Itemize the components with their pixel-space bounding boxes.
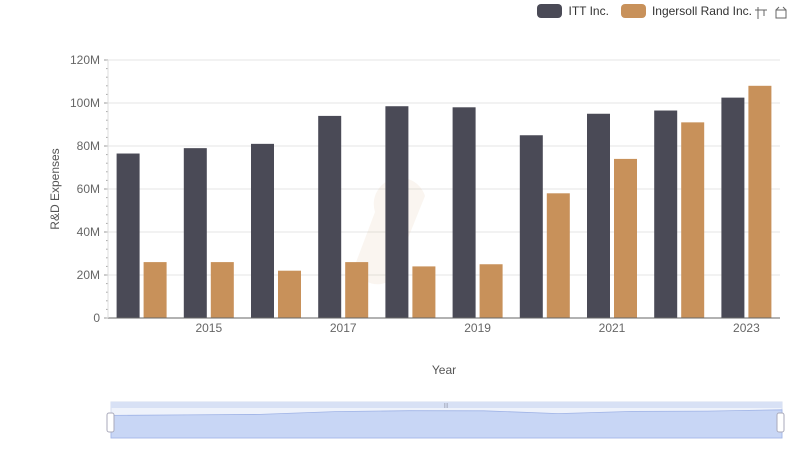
chart-legend: ITT Inc. Ingersoll Rand Inc. xyxy=(537,4,752,18)
y-tick-label: 60M xyxy=(77,182,100,196)
y-tick-label: 80M xyxy=(77,139,100,153)
y-axis-title: R&D Expenses xyxy=(48,148,62,229)
legend-item-ingersoll[interactable]: Ingersoll Rand Inc. xyxy=(620,4,752,18)
slider-top-bar[interactable] xyxy=(111,402,782,408)
bar-ingersoll xyxy=(345,262,369,318)
legend-label-ingersoll: Ingersoll Rand Inc. xyxy=(651,4,752,18)
bars-group xyxy=(116,85,772,319)
bar-ingersoll xyxy=(748,85,772,318)
bar-itt xyxy=(654,110,678,319)
legend-label-itt: ITT Inc. xyxy=(568,4,609,18)
restore-icon[interactable] xyxy=(774,6,788,20)
x-axis-ticks: 2015 2017 2019 2021 2023 xyxy=(195,321,760,335)
x-tick-label: 2021 xyxy=(599,321,626,335)
x-tick-label: 2015 xyxy=(195,321,222,335)
bar-ingersoll xyxy=(143,262,167,318)
grid-lines xyxy=(108,59,780,276)
bar-itt xyxy=(385,106,409,318)
bar-ingersoll xyxy=(614,158,637,318)
x-axis-title: Year xyxy=(432,363,456,377)
bar-itt xyxy=(587,113,610,318)
zoom-icon[interactable] xyxy=(754,6,768,20)
chart-toolbox xyxy=(754,6,788,20)
slider-grip-icon[interactable]: ||| xyxy=(444,403,448,409)
y-tick-label: 0 xyxy=(93,311,100,325)
bar-itt xyxy=(251,143,274,318)
bar-ingersoll xyxy=(681,122,705,318)
data-zoom-slider[interactable]: ||| xyxy=(106,401,785,439)
y-tick-label: 40M xyxy=(77,225,100,239)
x-tick-label: 2023 xyxy=(733,321,760,335)
bar-ingersoll xyxy=(479,264,503,318)
bar-itt xyxy=(519,135,543,318)
bar-itt xyxy=(116,153,140,318)
bar-itt xyxy=(452,107,476,318)
slider-handle-left[interactable] xyxy=(106,412,115,433)
slider-handle-right[interactable] xyxy=(776,412,785,433)
bar-ingersoll xyxy=(210,262,234,318)
bar-itt xyxy=(318,115,342,319)
bar-itt xyxy=(183,148,207,318)
y-tick-label: 120M xyxy=(70,53,100,67)
y-axis-ticks: 0 20M 40M 60M 80M 100M 120M xyxy=(70,53,109,325)
y-tick-label: 100M xyxy=(70,96,100,110)
legend-swatch-ingersoll xyxy=(620,4,646,18)
y-tick-label: 20M xyxy=(77,268,100,282)
bar-ingersoll xyxy=(278,270,301,318)
legend-swatch-itt xyxy=(537,4,563,18)
bar-ingersoll xyxy=(546,193,570,318)
slider-preview-area xyxy=(110,409,783,439)
legend-item-itt[interactable]: ITT Inc. xyxy=(537,4,609,18)
bar-itt xyxy=(721,97,745,318)
x-tick-label: 2019 xyxy=(464,321,491,335)
x-tick-label: 2017 xyxy=(330,321,357,335)
bar-ingersoll xyxy=(412,266,436,318)
